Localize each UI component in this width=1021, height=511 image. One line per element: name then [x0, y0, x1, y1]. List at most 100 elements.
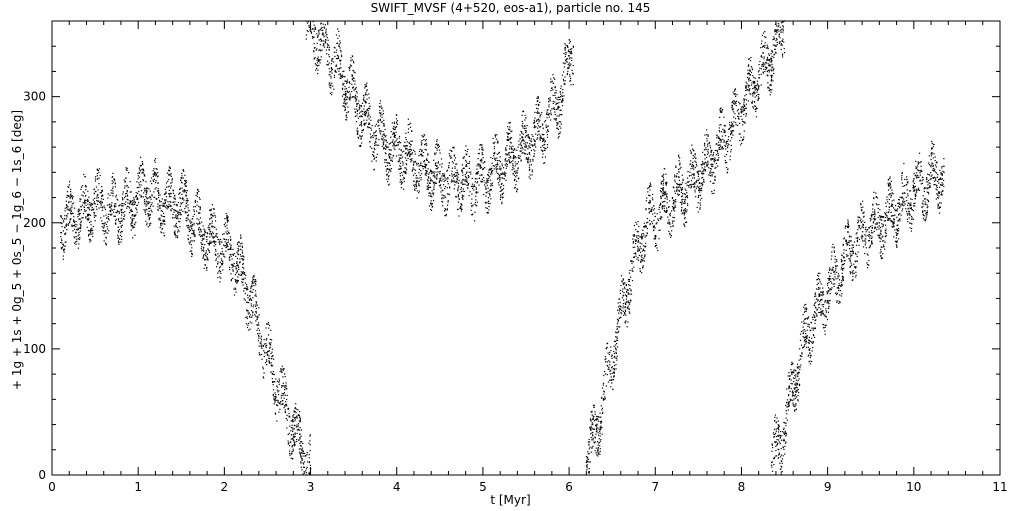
- data-point: [602, 382, 605, 384]
- data-point: [160, 214, 162, 216]
- data-point: [323, 26, 325, 28]
- data-point: [743, 121, 746, 123]
- data-point: [591, 410, 593, 412]
- data-point: [161, 198, 163, 200]
- data-point: [219, 261, 221, 263]
- data-point: [103, 226, 105, 228]
- data-point: [718, 144, 720, 146]
- data-point: [430, 170, 432, 172]
- data-point: [365, 112, 367, 115]
- data-point: [387, 168, 389, 170]
- data-point: [400, 149, 402, 152]
- data-point: [453, 155, 455, 157]
- data-point: [487, 211, 489, 213]
- data-point: [673, 202, 675, 204]
- data-point: [293, 420, 295, 422]
- data-point: [532, 135, 534, 138]
- data-point: [229, 243, 231, 245]
- data-point: [631, 279, 634, 282]
- data-point: [262, 366, 264, 368]
- data-point: [666, 198, 668, 200]
- data-point: [487, 202, 490, 204]
- data-point: [260, 341, 262, 343]
- data-point: [282, 376, 284, 378]
- data-point: [356, 110, 359, 112]
- data-point: [317, 35, 319, 37]
- data-point: [90, 220, 92, 223]
- data-point: [271, 365, 274, 367]
- data-point: [365, 90, 368, 92]
- data-point: [240, 255, 242, 257]
- data-point: [98, 171, 100, 174]
- data-point: [431, 205, 434, 208]
- data-point: [622, 307, 624, 309]
- data-point: [283, 397, 285, 399]
- data-point: [389, 142, 392, 144]
- data-point: [732, 102, 734, 104]
- data-point: [603, 390, 605, 392]
- data-point: [109, 206, 112, 208]
- data-point: [409, 154, 412, 156]
- data-point: [412, 174, 415, 176]
- data-point: [339, 42, 341, 44]
- data-point: [305, 470, 307, 472]
- data-point: [192, 215, 194, 218]
- data-point: [388, 175, 390, 177]
- data-point: [416, 164, 418, 166]
- data-point: [478, 163, 480, 165]
- data-point: [299, 436, 301, 439]
- data-point: [452, 162, 454, 164]
- data-point: [666, 202, 668, 204]
- data-point: [227, 216, 229, 219]
- data-point: [112, 211, 115, 213]
- data-point: [277, 401, 279, 403]
- data-point: [439, 170, 441, 173]
- data-point: [782, 29, 784, 31]
- data-point: [326, 60, 329, 62]
- data-point: [461, 196, 463, 199]
- data-point: [377, 119, 380, 121]
- data-point: [321, 26, 323, 29]
- data-point: [296, 415, 298, 417]
- data-point: [418, 184, 420, 186]
- data-point: [308, 461, 311, 464]
- data-point: [236, 261, 238, 263]
- data-point: [555, 97, 557, 99]
- data-point: [433, 175, 435, 177]
- data-point: [373, 147, 375, 149]
- data-point: [381, 116, 383, 118]
- data-point: [536, 137, 539, 139]
- data-point: [453, 173, 456, 175]
- data-point: [509, 122, 511, 124]
- data-point: [777, 25, 779, 28]
- data-point: [764, 30, 766, 33]
- data-point: [416, 190, 418, 192]
- data-point: [415, 182, 417, 184]
- data-point: [221, 251, 223, 253]
- data-point: [155, 172, 157, 174]
- data-point: [288, 432, 290, 434]
- data-point: [555, 89, 557, 92]
- data-point: [486, 179, 489, 181]
- data-point: [391, 160, 393, 162]
- data-point: [63, 251, 65, 253]
- data-point: [89, 238, 91, 241]
- data-point: [746, 76, 749, 79]
- data-point: [144, 199, 146, 201]
- data-point: [721, 146, 724, 148]
- data-point: [344, 85, 346, 88]
- data-point: [178, 211, 181, 214]
- data-point: [266, 344, 268, 347]
- data-point: [699, 202, 701, 204]
- data-point: [235, 255, 237, 258]
- data-point: [230, 264, 233, 266]
- data-point: [587, 471, 590, 473]
- data-point: [316, 36, 319, 38]
- data-point: [517, 167, 519, 169]
- data-point: [501, 188, 503, 191]
- data-point: [726, 171, 729, 173]
- data-point: [149, 201, 151, 203]
- data-point: [201, 234, 203, 237]
- data-point: [407, 149, 409, 151]
- data-point: [470, 173, 472, 175]
